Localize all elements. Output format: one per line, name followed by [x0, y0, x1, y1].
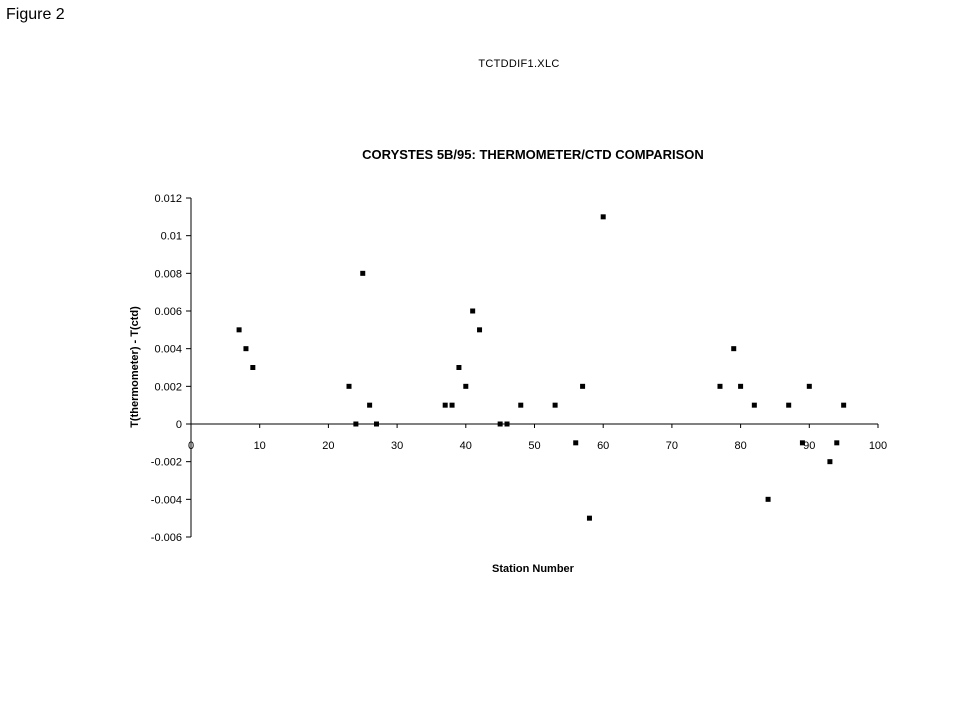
y-tick-label: 0	[176, 419, 182, 431]
data-point	[827, 459, 833, 465]
data-point	[600, 214, 606, 220]
data-point	[552, 402, 558, 408]
x-tick-label: 100	[869, 440, 887, 452]
data-point	[250, 365, 256, 370]
x-axis-ticks: 0 10 20 30 40 50 60 70 80 90 100	[188, 424, 887, 452]
y-tick-label: -0.006	[151, 532, 182, 544]
x-tick-label: 50	[528, 440, 540, 452]
data-point	[717, 383, 723, 389]
data-point	[477, 327, 483, 333]
y-tick-label: 0.006	[154, 306, 182, 318]
data-point	[456, 365, 462, 370]
data-point	[367, 402, 373, 408]
x-axis-label: Station Number	[492, 563, 575, 575]
x-tick-label: 10	[254, 440, 266, 452]
x-tick-label: 90	[803, 440, 815, 452]
y-tick-label: 0.008	[154, 268, 182, 280]
data-point	[518, 402, 524, 408]
y-axis-ticks: 0.012 0.01 0.008 0.006 0.004 0.002 0 -0.002 -0.0…	[151, 193, 191, 544]
data-point	[806, 383, 812, 389]
x-tick-label: 80	[734, 440, 746, 452]
x-tick-label: 20	[322, 440, 334, 452]
data-point	[442, 402, 448, 408]
data-point	[353, 421, 359, 427]
data-point	[580, 383, 586, 389]
data-point	[373, 421, 379, 427]
data-point	[834, 440, 840, 446]
data-point	[786, 402, 792, 408]
data-point	[799, 440, 805, 446]
data-point	[243, 346, 249, 352]
x-tick-label: 30	[391, 440, 403, 452]
data-point	[470, 308, 476, 314]
data-point	[360, 270, 366, 276]
data-point	[731, 346, 737, 352]
data-point	[504, 421, 510, 427]
y-tick-label: 0.002	[154, 381, 182, 393]
x-tick-label: 0	[188, 440, 194, 452]
y-tick-label: 0.01	[161, 231, 182, 243]
data-points	[236, 214, 847, 521]
y-tick-label: 0.012	[154, 193, 182, 205]
y-axis-label: T(thermometer) - T(ctd)	[129, 306, 141, 428]
data-point	[586, 515, 592, 521]
data-point	[449, 402, 455, 408]
data-point	[765, 496, 771, 502]
data-point	[841, 402, 847, 408]
x-tick-label: 70	[666, 440, 678, 452]
figure-label: Figure 2	[6, 6, 65, 23]
y-tick-label: -0.002	[151, 457, 182, 469]
data-point	[573, 440, 579, 446]
y-tick-label: -0.004	[151, 494, 182, 506]
data-point	[497, 421, 503, 427]
chart-axes	[190, 198, 878, 537]
data-point	[346, 383, 352, 389]
data-point	[236, 327, 242, 333]
chart-title: CORYSTES 5B/95: THERMOMETER/CTD COMPARIS…	[362, 147, 704, 162]
data-point	[463, 383, 469, 389]
x-tick-label: 40	[460, 440, 472, 452]
data-point	[738, 383, 744, 389]
data-point	[751, 402, 757, 408]
file-name: TCTDDIF1.XLC	[478, 58, 560, 70]
x-tick-label: 60	[597, 440, 609, 452]
y-tick-label: 0.004	[154, 344, 182, 356]
